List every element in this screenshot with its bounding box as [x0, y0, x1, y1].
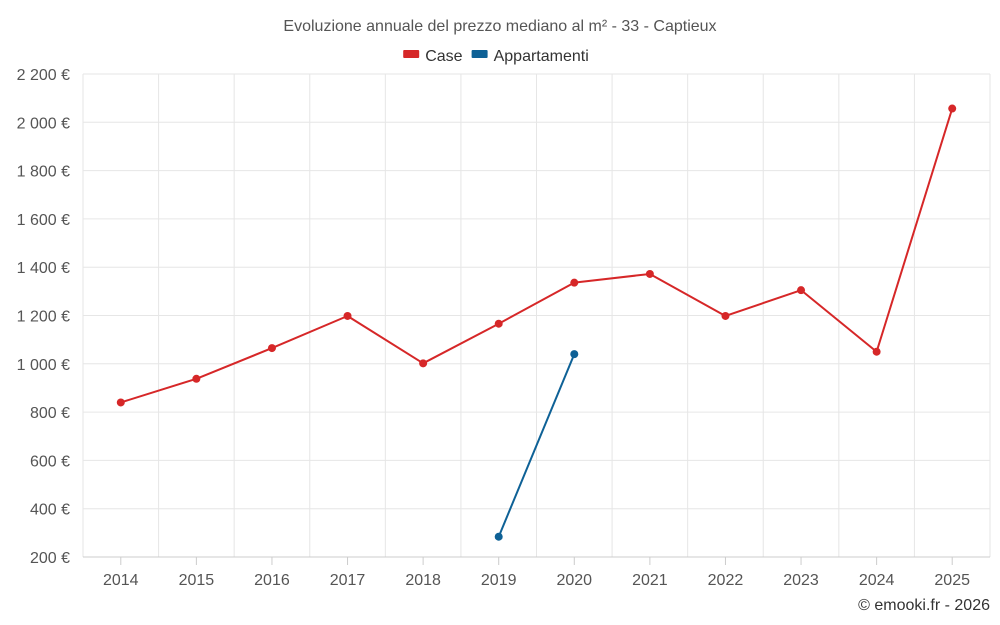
- y-tick-label: 2 200 €: [17, 67, 70, 84]
- data-point-case-2021[interactable]: [645, 269, 654, 278]
- legend-label: Case: [425, 48, 462, 65]
- x-tick-label: 2020: [556, 572, 592, 589]
- y-tick-label: 200 €: [30, 550, 70, 567]
- legend-label: Appartamenti: [494, 48, 589, 65]
- data-series: [116, 104, 957, 541]
- series-case: [116, 104, 957, 407]
- data-point-case-2020[interactable]: [570, 278, 579, 287]
- x-tick-label: 2024: [859, 572, 895, 589]
- y-axis: 200 € 400 € 600 € 800 € 1 000 € 1 200 € 1 400 …: [17, 67, 70, 567]
- data-point-appartamenti-2020[interactable]: [570, 350, 579, 359]
- legend-item-case[interactable]: Case: [403, 48, 463, 65]
- x-tick-label: 2023: [783, 572, 819, 589]
- x-tick-label: 2014: [103, 572, 139, 589]
- x-tick-label: 2019: [481, 572, 517, 589]
- credit-text: © emooki.fr - 2026: [858, 597, 990, 614]
- y-tick-label: 800 €: [30, 405, 70, 422]
- chart-title: Evoluzione annuale del prezzo mediano al…: [283, 18, 716, 35]
- y-tick-label: 2 000 €: [17, 115, 70, 132]
- y-tick-label: 1 000 €: [17, 357, 70, 374]
- series-line-case: [120, 108, 954, 404]
- x-tick-label: 2025: [934, 572, 970, 589]
- data-point-case-2022[interactable]: [721, 311, 730, 320]
- x-axis: 2014 2015 2016 2017 2018 2019 2020 2021 2022 2023…: [83, 556, 990, 589]
- y-tick-label: 1 600 €: [17, 212, 70, 229]
- legend-swatch: [403, 50, 420, 58]
- x-tick-label: 2021: [632, 572, 668, 589]
- data-point-case-2023[interactable]: [797, 286, 806, 295]
- x-tick-label: 2022: [708, 572, 744, 589]
- x-tick-label: 2015: [179, 572, 215, 589]
- y-tick-label: 600 €: [30, 453, 70, 470]
- series-line-appartamenti: [497, 353, 576, 538]
- x-tick-label: 2017: [330, 572, 366, 589]
- y-tick-label: 1 800 €: [17, 164, 70, 181]
- y-tick-label: 400 €: [30, 502, 70, 519]
- data-point-case-2017[interactable]: [343, 311, 352, 320]
- legend-item-appartamenti[interactable]: Appartamenti: [471, 48, 589, 65]
- legend-swatch: [471, 50, 488, 58]
- series-appartamenti: [494, 350, 579, 541]
- y-tick-label: 1 400 €: [17, 260, 70, 277]
- data-point-case-2016[interactable]: [267, 344, 276, 353]
- data-point-case-2024[interactable]: [872, 347, 881, 356]
- data-point-appartamenti-2019[interactable]: [494, 532, 503, 541]
- data-point-case-2015[interactable]: [192, 374, 201, 383]
- grid-lines: [82, 73, 991, 557]
- data-point-case-2019[interactable]: [494, 319, 503, 328]
- data-point-case-2018[interactable]: [419, 359, 428, 368]
- x-tick-label: 2016: [254, 572, 290, 589]
- y-tick-label: 1 200 €: [17, 309, 70, 326]
- data-point-case-2025[interactable]: [948, 104, 957, 113]
- x-tick-label: 2018: [405, 572, 441, 589]
- data-point-case-2014[interactable]: [116, 398, 125, 407]
- legend: Case Appartamenti: [403, 48, 589, 65]
